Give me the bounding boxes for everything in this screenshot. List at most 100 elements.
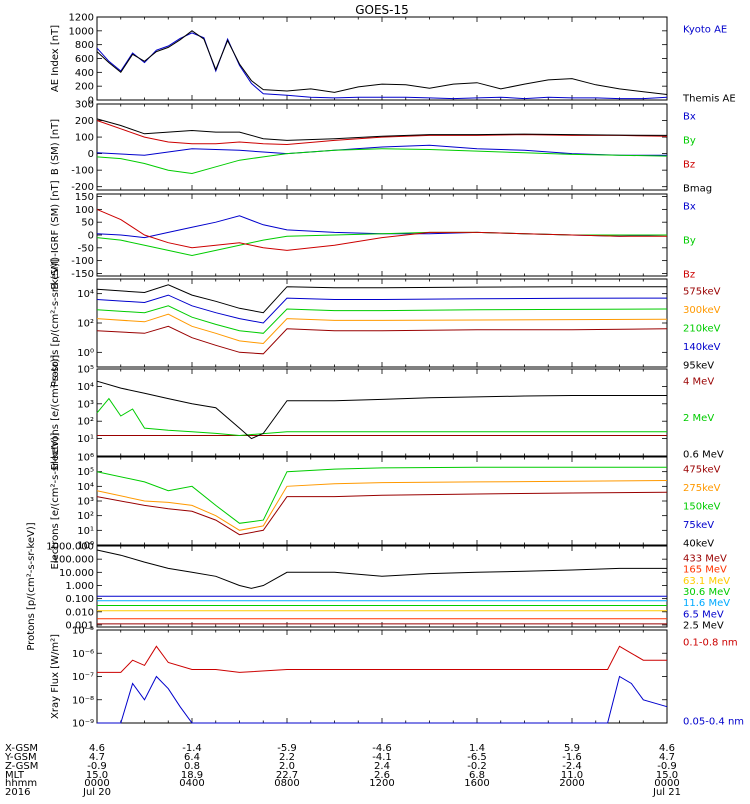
series-line xyxy=(96,491,668,536)
ephemeris-value: 4.7 xyxy=(659,752,675,763)
ephemeris-value: 4.6 xyxy=(89,743,105,754)
y-tick-label: 150 xyxy=(75,192,94,203)
ephemeris-value: 2.4 xyxy=(374,761,390,772)
legend-entry: 2.5 MeV xyxy=(683,621,724,632)
ephemeris-row-label: X-GSM xyxy=(5,743,38,754)
ephemeris-value: 18.9 xyxy=(181,770,203,781)
series-line xyxy=(96,148,668,175)
ephemeris-value: 6.4 xyxy=(184,752,200,763)
panel-bsm: -200 -100 0 100 200 300 B (SM) [nT] Bx By Bz Bmag xyxy=(50,100,712,195)
panel-frame xyxy=(96,368,668,457)
legend-entry: 11.6 MeV xyxy=(683,598,730,609)
ephemeris-value: 2000 xyxy=(559,778,584,789)
panel-frame xyxy=(96,629,668,724)
ephemeris-row-label: Y-GSM xyxy=(4,752,37,763)
y-tick-label: 10² xyxy=(77,319,94,330)
plot-title: GOES-15 xyxy=(355,3,409,17)
ephemeris-value: -2.4 xyxy=(562,761,582,772)
y-tick-label: 50 xyxy=(81,218,94,229)
ephemeris-value: 0400 xyxy=(179,778,204,789)
series-line xyxy=(96,325,668,355)
ephemeris-value: 4.7 xyxy=(89,752,105,763)
series-line xyxy=(96,549,667,589)
y-tick-label: 100.000 xyxy=(53,555,94,566)
panel-electrons_eps: 10¹ 10² 10³ 10⁴ 10⁵ Electrons [e/(cm²-s-sr)] 4… xyxy=(50,355,724,471)
y-tick-label: 10⁰ xyxy=(77,348,94,359)
panel-frame xyxy=(96,16,668,101)
y-tick-label: 1.000 xyxy=(65,581,94,592)
series-line xyxy=(96,215,668,239)
legend-entry: 95keV xyxy=(683,361,714,372)
panel-protons_epead: 0.001 0.010 0.100 1.000 10.000 100.000 1000.00… xyxy=(26,522,730,650)
legend-entry: 2 MeV xyxy=(683,413,714,424)
y-axis-label: Xray Flux [W/m²] xyxy=(50,634,61,719)
y-axis-label: Electrons [e/(cm²-s-sr-keV)] xyxy=(50,432,61,569)
series-line xyxy=(96,32,668,100)
ephemeris-row-label: 2016 xyxy=(5,787,30,798)
y-tick-label: 1000.000 xyxy=(46,542,94,553)
series-line xyxy=(96,294,668,324)
y-tick-label: 10² xyxy=(77,417,94,428)
ephemeris-value: 5.9 xyxy=(564,743,580,754)
legend-entry: 575keV xyxy=(683,287,721,298)
series-line xyxy=(96,313,668,345)
legend-entry: By xyxy=(683,136,696,147)
y-tick-label: -50 xyxy=(78,243,94,254)
legend-entry: Bx xyxy=(683,202,696,213)
y-axis-label: AE Index [nT] xyxy=(50,25,61,92)
y-tick-label: 400 xyxy=(75,68,94,79)
y-axis-label: B (SM) [nT] xyxy=(50,119,61,175)
ephemeris-value: 15.0 xyxy=(86,770,108,781)
legend-entry: 0.05-0.4 nm xyxy=(683,717,744,728)
y-tick-label: 1200 xyxy=(69,13,94,24)
series-line xyxy=(97,645,667,673)
ephemeris-value: 15.0 xyxy=(656,770,678,781)
ephemeris-row-label: hhmm xyxy=(5,778,37,789)
series-line xyxy=(96,397,667,437)
y-tick-label: 200 xyxy=(75,116,94,127)
panel-electrons_maged: 10⁰ 10¹ 10² 10³ 10⁴ 10⁵ 10⁶ Electrons [e/(cm²-s… xyxy=(50,432,721,569)
y-tick-label: 10² xyxy=(77,511,94,522)
y-tick-label: 10⁴ xyxy=(77,289,94,300)
series-line xyxy=(97,675,668,724)
ephemeris-row-label: Z-GSM xyxy=(5,761,38,772)
y-tick-label: 10.000 xyxy=(59,568,94,579)
ephemeris-value: 1.4 xyxy=(469,743,485,754)
y-tick-label: 10⁵ xyxy=(77,467,94,478)
legend-entry: 150keV xyxy=(683,502,721,513)
ephemeris-value: 6.8 xyxy=(469,770,485,781)
y-tick-label: 200 xyxy=(75,82,94,93)
ephemeris-value: 0800 xyxy=(274,778,299,789)
ephemeris-value: -1.6 xyxy=(562,752,582,763)
ephemeris-value: Jul 20 xyxy=(82,787,111,798)
panel-ae: 0 200 400 600 800 1000 1200 AE Index [nT] Kyoto … xyxy=(50,13,736,107)
y-tick-label: 10³ xyxy=(77,399,94,410)
y-tick-label: 10⁴ xyxy=(77,382,94,393)
panel-frame xyxy=(96,456,668,546)
legend-entry: Bmag xyxy=(683,184,712,195)
ephemeris-value: 1200 xyxy=(369,778,394,789)
legend-entry: 75keV xyxy=(683,520,714,531)
ephemeris-value: -4.6 xyxy=(372,743,392,754)
y-tick-label: 10⁻⁷ xyxy=(72,672,94,683)
y-tick-label: 0.001 xyxy=(65,620,94,631)
series-line xyxy=(96,305,668,334)
y-tick-label: 0.010 xyxy=(65,607,94,618)
y-axis-label: B (SM)-IGRF (SM) [nT] xyxy=(50,180,61,289)
ephemeris-value: -1.4 xyxy=(182,743,202,754)
y-tick-label: 10³ xyxy=(77,497,94,508)
legend-entry: 40keV xyxy=(683,539,714,550)
y-tick-label: 10⁻⁵ xyxy=(72,626,94,637)
legend-entry: Bx xyxy=(683,112,696,123)
panel-bigrf: -150 -100 -500 50 100 150 B (SM)-IGRF (SM) [nT… xyxy=(50,180,696,289)
panel-xray: 10⁻⁹ 10⁻⁸ 10⁻⁷ 10⁻⁶ 10⁻⁵ Xray Flux [W/m²] 0.1-… xyxy=(50,626,744,730)
legend-entry: 4 MeV xyxy=(683,377,714,388)
ephemeris-value: 0000 xyxy=(84,778,109,789)
legend-entry: 6.5 MeV xyxy=(683,609,724,620)
y-tick-label: 10⁻⁸ xyxy=(72,695,94,706)
legend-entry: 0.6 MeV xyxy=(683,450,724,461)
ephemeris-value: 0.8 xyxy=(184,761,200,772)
legend-entry: By xyxy=(683,236,696,247)
y-tick-label: 600 xyxy=(75,54,94,65)
y-tick-label: 10¹ xyxy=(77,526,94,537)
